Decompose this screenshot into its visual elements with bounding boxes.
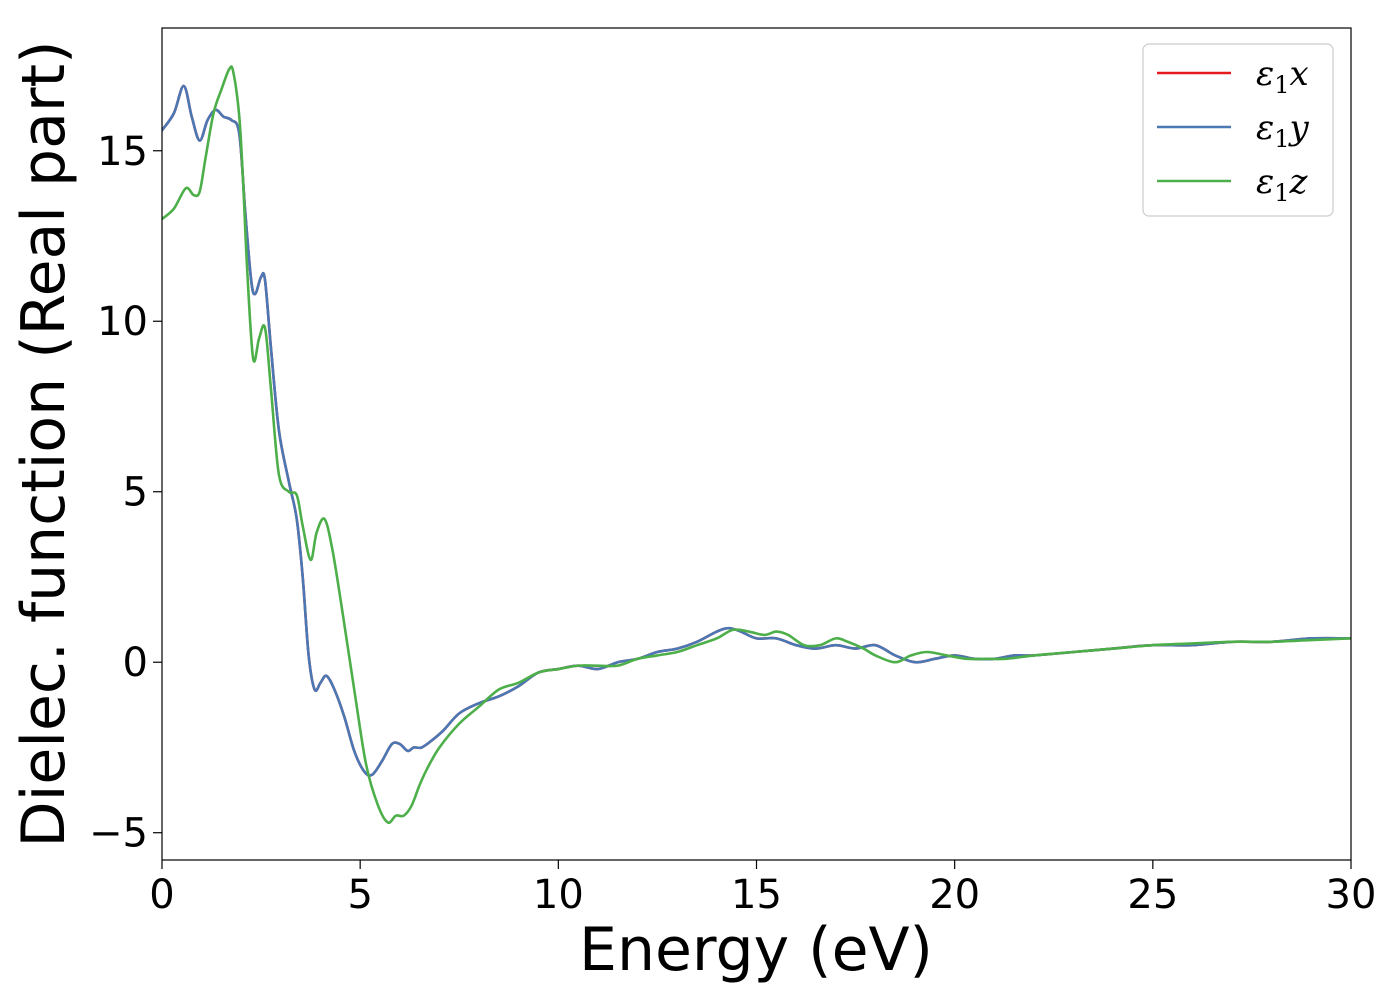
legend: ε1x ε1y ε1z: [1142, 43, 1334, 217]
series-line-ε1y: [162, 84, 1351, 777]
x-tick-label: 30: [1326, 872, 1377, 918]
y-tick-label: 15: [97, 129, 148, 175]
y-axis: −5 0 5 10 15: [89, 129, 162, 857]
x-axis-title: Energy (eV): [579, 915, 933, 985]
series-lines: [162, 65, 1351, 825]
x-tick-label: 0: [149, 872, 174, 918]
x-tick-label: 25: [1127, 872, 1178, 918]
series-line-ε1z: [162, 65, 1351, 825]
legend-label-ε1y: ε1y: [1256, 108, 1310, 153]
legend-label-ε1z: ε1z: [1256, 162, 1309, 207]
x-tick-label: 20: [929, 872, 980, 918]
y-tick-label: 10: [97, 299, 148, 345]
y-tick-label: −5: [89, 811, 148, 857]
legend-box: [1142, 43, 1334, 217]
x-tick-label: 15: [731, 872, 782, 918]
x-tick-label: 10: [533, 872, 584, 918]
x-axis: 0 5 10 15 20 25 30: [149, 860, 1376, 918]
y-axis-title: Dielec. function (Real part): [9, 41, 79, 848]
x-tick-label: 5: [347, 872, 372, 918]
legend-label-ε1x: ε1x: [1256, 54, 1309, 99]
y-tick-label: 5: [123, 470, 148, 516]
y-tick-label: 0: [123, 640, 148, 686]
